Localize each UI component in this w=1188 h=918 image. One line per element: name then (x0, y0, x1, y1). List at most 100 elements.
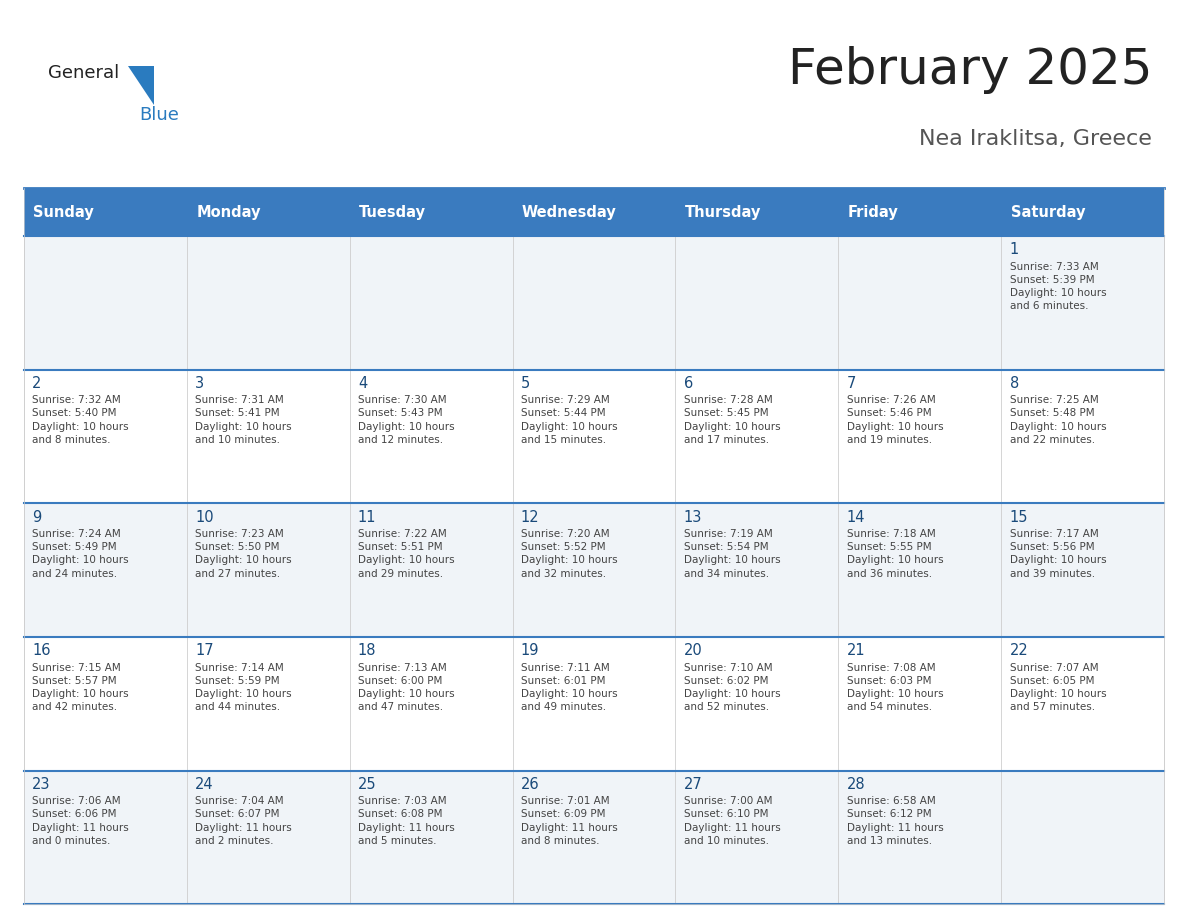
Text: Sunrise: 7:03 AM
Sunset: 6:08 PM
Daylight: 11 hours
and 5 minutes.: Sunrise: 7:03 AM Sunset: 6:08 PM Dayligh… (358, 796, 455, 845)
Bar (1001, 637, 1164, 770)
Bar (676, 370, 839, 503)
Polygon shape (128, 66, 154, 105)
Bar (676, 503, 839, 637)
Text: Sunrise: 7:08 AM
Sunset: 6:03 PM
Daylight: 10 hours
and 54 minutes.: Sunrise: 7:08 AM Sunset: 6:03 PM Dayligh… (847, 663, 943, 712)
Bar (1001, 236, 1164, 370)
Text: Sunrise: 7:26 AM
Sunset: 5:46 PM
Daylight: 10 hours
and 19 minutes.: Sunrise: 7:26 AM Sunset: 5:46 PM Dayligh… (847, 396, 943, 445)
Bar (187, 637, 349, 770)
Bar (349, 503, 512, 637)
Bar (349, 637, 512, 770)
Bar (512, 370, 676, 503)
Text: Friday: Friday (848, 205, 898, 219)
Bar (24, 370, 187, 503)
Bar (512, 637, 676, 770)
Bar (512, 770, 676, 904)
Text: 14: 14 (847, 509, 865, 525)
Text: 7: 7 (847, 376, 857, 391)
Text: 24: 24 (195, 777, 214, 792)
Bar (839, 370, 1001, 503)
Text: Sunday: Sunday (33, 205, 94, 219)
Text: Wednesday: Wednesday (522, 205, 617, 219)
Text: 10: 10 (195, 509, 214, 525)
Bar (676, 637, 839, 770)
Bar (512, 503, 676, 637)
Bar (676, 236, 839, 370)
Bar (1001, 770, 1164, 904)
Text: 25: 25 (358, 777, 377, 792)
Bar (187, 370, 349, 503)
Text: Sunrise: 7:19 AM
Sunset: 5:54 PM
Daylight: 10 hours
and 34 minutes.: Sunrise: 7:19 AM Sunset: 5:54 PM Dayligh… (684, 529, 781, 578)
Text: 21: 21 (847, 644, 865, 658)
Bar (512, 188, 676, 236)
Text: 18: 18 (358, 644, 377, 658)
Text: Sunrise: 7:18 AM
Sunset: 5:55 PM
Daylight: 10 hours
and 36 minutes.: Sunrise: 7:18 AM Sunset: 5:55 PM Dayligh… (847, 529, 943, 578)
Text: Tuesday: Tuesday (359, 205, 426, 219)
Text: 9: 9 (32, 509, 42, 525)
Text: Sunrise: 7:31 AM
Sunset: 5:41 PM
Daylight: 10 hours
and 10 minutes.: Sunrise: 7:31 AM Sunset: 5:41 PM Dayligh… (195, 396, 291, 445)
Text: 12: 12 (520, 509, 539, 525)
Text: 3: 3 (195, 376, 204, 391)
Text: 19: 19 (520, 644, 539, 658)
Text: 26: 26 (520, 777, 539, 792)
Text: Sunrise: 7:32 AM
Sunset: 5:40 PM
Daylight: 10 hours
and 8 minutes.: Sunrise: 7:32 AM Sunset: 5:40 PM Dayligh… (32, 396, 128, 445)
Text: Sunrise: 7:17 AM
Sunset: 5:56 PM
Daylight: 10 hours
and 39 minutes.: Sunrise: 7:17 AM Sunset: 5:56 PM Dayligh… (1010, 529, 1106, 578)
Text: Sunrise: 7:24 AM
Sunset: 5:49 PM
Daylight: 10 hours
and 24 minutes.: Sunrise: 7:24 AM Sunset: 5:49 PM Dayligh… (32, 529, 128, 578)
Bar (676, 188, 839, 236)
Text: Blue: Blue (139, 106, 179, 124)
Text: 16: 16 (32, 644, 51, 658)
Bar (24, 236, 187, 370)
Bar (349, 370, 512, 503)
Text: Sunrise: 6:58 AM
Sunset: 6:12 PM
Daylight: 11 hours
and 13 minutes.: Sunrise: 6:58 AM Sunset: 6:12 PM Dayligh… (847, 796, 943, 845)
Bar (839, 503, 1001, 637)
Text: Sunrise: 7:23 AM
Sunset: 5:50 PM
Daylight: 10 hours
and 27 minutes.: Sunrise: 7:23 AM Sunset: 5:50 PM Dayligh… (195, 529, 291, 578)
Bar (839, 188, 1001, 236)
Bar (1001, 503, 1164, 637)
Text: 1: 1 (1010, 242, 1019, 257)
Text: Sunrise: 7:13 AM
Sunset: 6:00 PM
Daylight: 10 hours
and 47 minutes.: Sunrise: 7:13 AM Sunset: 6:00 PM Dayligh… (358, 663, 455, 712)
Text: Sunrise: 7:25 AM
Sunset: 5:48 PM
Daylight: 10 hours
and 22 minutes.: Sunrise: 7:25 AM Sunset: 5:48 PM Dayligh… (1010, 396, 1106, 445)
Text: 5: 5 (520, 376, 530, 391)
Bar (349, 236, 512, 370)
Text: Nea Iraklitsa, Greece: Nea Iraklitsa, Greece (920, 129, 1152, 149)
Text: Sunrise: 7:11 AM
Sunset: 6:01 PM
Daylight: 10 hours
and 49 minutes.: Sunrise: 7:11 AM Sunset: 6:01 PM Dayligh… (520, 663, 618, 712)
Text: Sunrise: 7:07 AM
Sunset: 6:05 PM
Daylight: 10 hours
and 57 minutes.: Sunrise: 7:07 AM Sunset: 6:05 PM Dayligh… (1010, 663, 1106, 712)
Bar (187, 503, 349, 637)
Bar (187, 770, 349, 904)
Bar (1001, 188, 1164, 236)
Text: 8: 8 (1010, 376, 1019, 391)
Text: 22: 22 (1010, 644, 1029, 658)
Text: Sunrise: 7:22 AM
Sunset: 5:51 PM
Daylight: 10 hours
and 29 minutes.: Sunrise: 7:22 AM Sunset: 5:51 PM Dayligh… (358, 529, 455, 578)
Text: 2: 2 (32, 376, 42, 391)
Text: 20: 20 (684, 644, 702, 658)
Bar (24, 637, 187, 770)
Bar (512, 236, 676, 370)
Text: 11: 11 (358, 509, 377, 525)
Text: General: General (48, 64, 119, 83)
Text: Sunrise: 7:04 AM
Sunset: 6:07 PM
Daylight: 11 hours
and 2 minutes.: Sunrise: 7:04 AM Sunset: 6:07 PM Dayligh… (195, 796, 292, 845)
Text: Sunrise: 7:00 AM
Sunset: 6:10 PM
Daylight: 11 hours
and 10 minutes.: Sunrise: 7:00 AM Sunset: 6:10 PM Dayligh… (684, 796, 781, 845)
Text: Thursday: Thursday (685, 205, 762, 219)
Text: 17: 17 (195, 644, 214, 658)
Text: Sunrise: 7:29 AM
Sunset: 5:44 PM
Daylight: 10 hours
and 15 minutes.: Sunrise: 7:29 AM Sunset: 5:44 PM Dayligh… (520, 396, 618, 445)
Text: 4: 4 (358, 376, 367, 391)
Text: February 2025: February 2025 (788, 46, 1152, 94)
Bar (349, 188, 512, 236)
Bar (187, 236, 349, 370)
Text: Sunrise: 7:14 AM
Sunset: 5:59 PM
Daylight: 10 hours
and 44 minutes.: Sunrise: 7:14 AM Sunset: 5:59 PM Dayligh… (195, 663, 291, 712)
Bar (839, 770, 1001, 904)
Text: Sunrise: 7:06 AM
Sunset: 6:06 PM
Daylight: 11 hours
and 0 minutes.: Sunrise: 7:06 AM Sunset: 6:06 PM Dayligh… (32, 796, 128, 845)
Bar (187, 188, 349, 236)
Bar (676, 770, 839, 904)
Bar (349, 770, 512, 904)
Text: Sunrise: 7:30 AM
Sunset: 5:43 PM
Daylight: 10 hours
and 12 minutes.: Sunrise: 7:30 AM Sunset: 5:43 PM Dayligh… (358, 396, 455, 445)
Text: 13: 13 (684, 509, 702, 525)
Text: Sunrise: 7:20 AM
Sunset: 5:52 PM
Daylight: 10 hours
and 32 minutes.: Sunrise: 7:20 AM Sunset: 5:52 PM Dayligh… (520, 529, 618, 578)
Bar (24, 188, 187, 236)
Bar (839, 637, 1001, 770)
Text: 6: 6 (684, 376, 693, 391)
Bar (24, 503, 187, 637)
Text: 27: 27 (684, 777, 702, 792)
Text: 23: 23 (32, 777, 51, 792)
Text: Monday: Monday (196, 205, 260, 219)
Text: Sunrise: 7:15 AM
Sunset: 5:57 PM
Daylight: 10 hours
and 42 minutes.: Sunrise: 7:15 AM Sunset: 5:57 PM Dayligh… (32, 663, 128, 712)
